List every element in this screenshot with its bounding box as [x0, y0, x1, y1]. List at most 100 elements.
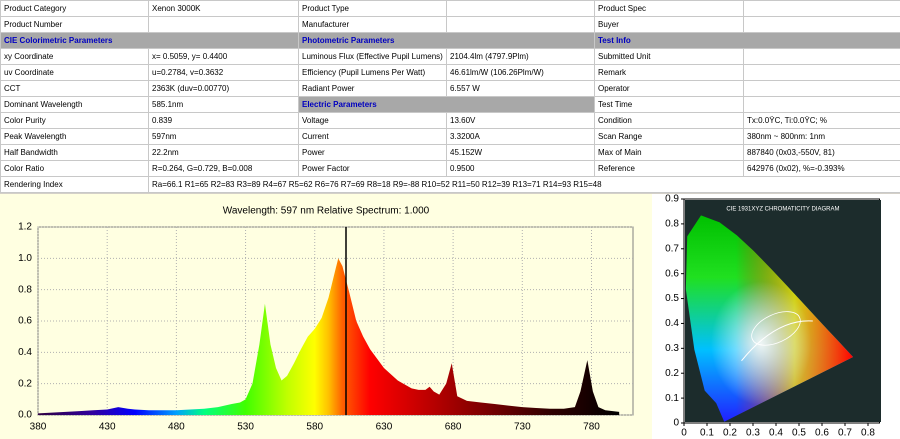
y-tick-label: 0.6 [665, 268, 679, 279]
x-tick-label: 380 [30, 422, 47, 433]
y-tick-label: 0.8 [18, 284, 32, 295]
x-tick-label: 0.6 [815, 428, 829, 439]
table-cell [446, 16, 595, 33]
table-cell: Max of Main [594, 144, 744, 161]
table-cell: Power [298, 144, 447, 161]
section-header: Test Info [594, 32, 900, 49]
table-cell: x= 0.5059, y= 0.4400 [148, 48, 299, 65]
table-cell: 2104.4lm (4797.9Plm) [446, 48, 595, 65]
y-tick-label: 0.7 [665, 243, 679, 254]
table-cell [148, 16, 299, 33]
cie-chart: CIE 1931XYZ CHROMATICITY DIAGRAM 0 0.1 0.2 0… [652, 194, 900, 439]
table-cell: Peak Wavelength [0, 128, 149, 145]
x-tick-label: 0.7 [838, 428, 852, 439]
table-cell: 380nm ~ 800nm: 1nm [743, 128, 900, 145]
table-cell: Manufacturer [298, 16, 447, 33]
spectrum-chart: Wavelength: 597 nm Relative Spectrum: 1.… [0, 194, 652, 439]
table-cell: Luminous Flux (Effective Pupil Lumens) [298, 48, 447, 65]
planckian-locus [741, 320, 813, 362]
section-header: Electric Parameters [298, 96, 595, 113]
x-tick-label: 580 [306, 422, 323, 433]
x-tick-label: 0.4 [769, 428, 783, 439]
parameter-table: Product Category Xenon 3000K Product Type P… [0, 0, 900, 193]
table-cell: u=0.2784, v=0.3632 [148, 64, 299, 81]
table-cell: Xenon 3000K [148, 0, 299, 17]
diagram-title: CIE 1931XYZ CHROMATICITY DIAGRAM [726, 207, 839, 213]
table-row: Color Ratio R=0.264, G=0.729, B=0.008 Powe… [0, 160, 900, 177]
table-row: CCT 2363K (duv=0.00770) Radiant Power 6.557… [0, 80, 900, 97]
table-cell: Ra=66.1 R1=65 R2=83 R3=89 R4=67 R5=62 R6… [148, 176, 900, 193]
table-cell: Remark [594, 64, 744, 81]
x-tick-label: 0.8 [861, 428, 875, 439]
table-cell: 45.152W [446, 144, 595, 161]
table-cell: 887840 (0x03,-550V, 81) [743, 144, 900, 161]
table-cell: uv Coordinate [0, 64, 149, 81]
table-cell [743, 48, 900, 65]
x-tick-label: 630 [376, 422, 393, 433]
table-cell: Tx:0.0ŸC, Ti:0.0ŸC; % [743, 112, 900, 129]
table-cell: R=0.264, G=0.729, B=0.008 [148, 160, 299, 177]
y-tick-label: 1.2 [18, 222, 32, 233]
y-tick-label: 0.4 [665, 318, 679, 329]
y-tick-label: 0.0 [18, 410, 32, 421]
table-cell: Radiant Power [298, 80, 447, 97]
table-cell: 22.2nm [148, 144, 299, 161]
table-cell: xy Coordinate [0, 48, 149, 65]
x-tick-label: 480 [168, 422, 185, 433]
table-cell: Half Bandwidth [0, 144, 149, 161]
x-tick-label: 430 [99, 422, 116, 433]
table-cell: 3.3200A [446, 128, 595, 145]
table-cell [743, 16, 900, 33]
x-tick-label: 0.5 [792, 428, 806, 439]
table-cell: Product Spec [594, 0, 744, 17]
y-tick-label: 0.1 [665, 393, 679, 404]
table-cell: Product Category [0, 0, 149, 17]
x-tick-label: 0.2 [723, 428, 737, 439]
y-tick-label: 1.0 [18, 253, 32, 264]
table-row: CIE Colorimetric Parameters Photometric P… [0, 32, 900, 49]
table-cell: Reference [594, 160, 744, 177]
table-cell: Current [298, 128, 447, 145]
table-cell: 585.1nm [148, 96, 299, 113]
table-row: Color Purity 0.839 Voltage 13.60V Condition T… [0, 112, 900, 129]
chart-title: Wavelength: 597 nm Relative Spectrum: 1.… [223, 206, 430, 217]
y-tick-label: 0.3 [665, 343, 679, 354]
table-cell: 13.60V [446, 112, 595, 129]
table-row: Rendering Index Ra=66.1 R1=65 R2=83 R3=89… [0, 176, 900, 193]
table-cell [743, 64, 900, 81]
x-tick-label: 0.3 [746, 428, 760, 439]
y-tick-label: 0.6 [18, 316, 32, 327]
y-tick-label: 0.2 [18, 378, 32, 389]
table-row: Product Category Xenon 3000K Product Type P… [0, 0, 900, 17]
table-cell: Product Type [298, 0, 447, 17]
table-cell: Dominant Wavelength [0, 96, 149, 113]
table-cell: Rendering Index [0, 176, 149, 193]
table-cell: Product Number [0, 16, 149, 33]
table-cell: Voltage [298, 112, 447, 129]
table-row: xy Coordinate x= 0.5059, y= 0.4400 Luminou… [0, 48, 900, 65]
table-cell: Buyer [594, 16, 744, 33]
spectrum-area [38, 258, 620, 415]
table-cell: Condition [594, 112, 744, 129]
table-cell: Test Time [594, 96, 744, 113]
section-header: Photometric Parameters [298, 32, 595, 49]
y-tick-label: 0.8 [665, 219, 679, 230]
table-cell: Color Ratio [0, 160, 149, 177]
table-cell: Efficiency (Pupil Lumens Per Watt) [298, 64, 447, 81]
table-row: Product Number Manufacturer Buyer [0, 16, 900, 33]
color-region [751, 311, 801, 346]
section-header: CIE Colorimetric Parameters [0, 32, 299, 49]
y-tick-label: 0.2 [665, 368, 679, 379]
x-tick-label: 0.1 [700, 428, 714, 439]
table-cell: 6.557 W [446, 80, 595, 97]
y-tick-label: 0.5 [665, 293, 679, 304]
table-cell: 597nm [148, 128, 299, 145]
y-tick-label: 0 [673, 418, 679, 429]
table-row: Peak Wavelength 597nm Current 3.3200A Scan R… [0, 128, 900, 145]
table-cell [743, 80, 900, 97]
table-cell [743, 96, 900, 113]
table-row: uv Coordinate u=0.2784, v=0.3632 Efficienc… [0, 64, 900, 81]
y-tick-label: 0.4 [18, 347, 32, 358]
table-cell: Submitted Unit [594, 48, 744, 65]
